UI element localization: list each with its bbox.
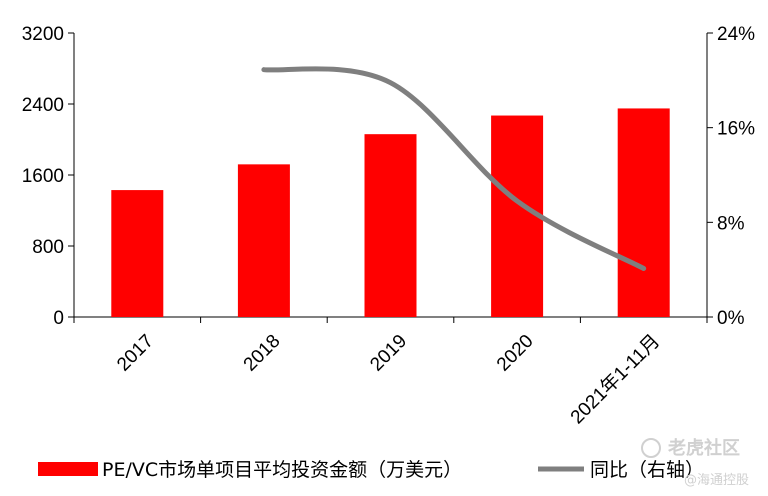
watermark: 老虎社区 @海通控股 <box>641 437 749 488</box>
x-tick-label: 2020 <box>493 331 538 376</box>
watermark-logo-icon <box>641 438 661 458</box>
bar <box>364 134 417 317</box>
right-tick-label: 16% <box>717 119 755 140</box>
right-y-axis: 0% 8% 16% 24% <box>706 24 755 329</box>
legend-label-line: 同比（右轴） <box>590 459 704 481</box>
x-tick-label: 2018 <box>240 331 285 376</box>
legend-swatch-bar <box>38 462 98 476</box>
left-tick-label: 1600 <box>22 166 64 187</box>
bar <box>491 115 544 317</box>
right-tick-label: 8% <box>717 213 745 234</box>
line-path <box>261 66 647 271</box>
bar-series <box>111 108 670 317</box>
x-tick-label: 2021年1-11月 <box>566 330 664 428</box>
x-tick-label: 2017 <box>113 331 158 376</box>
bar <box>617 108 670 317</box>
left-tick-label: 2400 <box>22 95 64 116</box>
bar <box>237 164 290 317</box>
legend-label-bar: PE/VC市场单项目平均投资金额（万美元） <box>102 459 462 481</box>
bar <box>111 190 164 317</box>
legend: PE/VC市场单项目平均投资金额（万美元） 同比（右轴） <box>38 459 704 481</box>
left-tick-label: 3200 <box>22 24 64 45</box>
watermark-sub-text: @海通控股 <box>684 473 749 488</box>
line-series <box>261 66 647 271</box>
x-tick-label: 2019 <box>366 331 411 376</box>
right-tick-label: 24% <box>717 24 755 45</box>
right-tick-label: 0% <box>717 308 745 329</box>
x-axis: 2017 2018 2019 2020 2021年1-11月 <box>73 316 708 428</box>
left-y-axis: 0 800 1600 2400 3200 <box>22 24 75 329</box>
watermark-text: 老虎社区 <box>668 437 740 459</box>
left-tick-label: 800 <box>32 237 64 258</box>
left-tick-label: 0 <box>53 308 64 329</box>
